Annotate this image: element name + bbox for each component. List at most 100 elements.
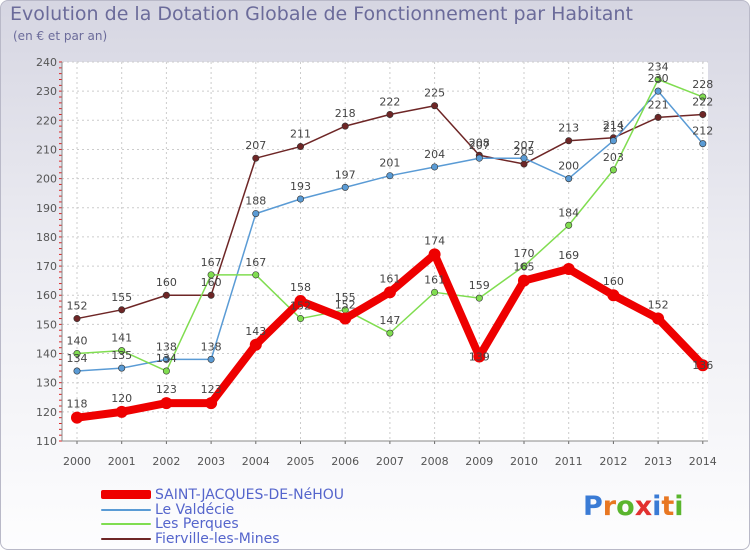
x-tick-label: 2010 xyxy=(510,455,538,468)
x-tick-label: 2011 xyxy=(555,455,583,468)
logo-letter: o xyxy=(616,491,635,522)
data-label: 222 xyxy=(379,95,400,108)
data-label: 221 xyxy=(648,98,669,111)
data-point xyxy=(296,143,304,151)
y-tick-label: 200 xyxy=(36,173,57,186)
y-tick-label: 120 xyxy=(36,406,57,419)
data-label: 152 xyxy=(67,300,88,313)
data-point xyxy=(73,367,81,375)
data-point xyxy=(207,355,215,363)
x-tick-label: 2013 xyxy=(644,455,672,468)
legend-swatch xyxy=(101,508,151,511)
data-point xyxy=(386,329,394,337)
legend-swatch xyxy=(101,522,151,525)
data-point xyxy=(475,154,483,162)
legend-item-les-perques: Les Perques xyxy=(101,515,239,532)
data-label: 207 xyxy=(469,139,490,152)
data-point xyxy=(654,87,662,95)
y-tick-label: 210 xyxy=(36,143,57,156)
legend-item-fierville: Fierville-les-Mines xyxy=(101,531,280,547)
data-label: 212 xyxy=(692,125,713,138)
data-point xyxy=(431,288,439,296)
data-point xyxy=(162,355,170,363)
chart-subtitle: (en € et par an) xyxy=(13,29,108,43)
data-label: 139 xyxy=(469,350,490,363)
data-point xyxy=(205,397,218,410)
data-label: 205 xyxy=(514,145,535,158)
data-label: 120 xyxy=(111,392,132,405)
data-point xyxy=(252,154,260,162)
data-label: 123 xyxy=(156,383,177,396)
x-tick-label: 2005 xyxy=(287,455,315,468)
data-label: 118 xyxy=(67,398,88,411)
data-point xyxy=(252,271,260,279)
data-label: 134 xyxy=(67,352,88,365)
data-point xyxy=(71,411,83,424)
data-point xyxy=(696,359,709,372)
data-label: 167 xyxy=(201,256,222,269)
data-point xyxy=(520,160,528,168)
data-label: 140 xyxy=(67,335,88,348)
data-label: 203 xyxy=(603,151,624,164)
data-label: 184 xyxy=(558,206,579,219)
data-label: 165 xyxy=(514,261,535,274)
data-label: 169 xyxy=(558,249,579,262)
data-point xyxy=(652,312,665,325)
data-point xyxy=(162,291,170,299)
data-point xyxy=(339,312,352,325)
data-label: 225 xyxy=(424,87,445,100)
data-point xyxy=(118,306,126,314)
data-label: 152 xyxy=(648,299,669,312)
y-tick-label: 140 xyxy=(36,348,57,361)
data-point xyxy=(386,172,394,180)
data-label: 213 xyxy=(603,122,624,135)
y-tick-label: 160 xyxy=(36,289,57,302)
data-label: 188 xyxy=(245,195,266,208)
data-label: 160 xyxy=(156,276,177,289)
data-label: 160 xyxy=(201,276,222,289)
data-label: 214 xyxy=(603,119,624,132)
data-point xyxy=(565,137,573,145)
data-label: 174 xyxy=(424,234,445,247)
legend-swatch xyxy=(101,537,151,540)
data-point xyxy=(162,367,170,375)
y-tick-label: 220 xyxy=(36,114,57,127)
x-tick-label: 2006 xyxy=(331,455,359,468)
data-label: 134 xyxy=(156,352,177,365)
y-tick-label: 180 xyxy=(36,231,57,244)
axes: 1101201301401501601701801902002102202302… xyxy=(36,56,717,468)
data-label: 147 xyxy=(379,314,400,327)
data-point xyxy=(428,248,441,261)
data-point xyxy=(118,364,126,372)
data-label: 218 xyxy=(335,107,356,120)
x-tick-label: 2007 xyxy=(376,455,404,468)
data-point xyxy=(118,347,126,355)
legend-label: Les Perques xyxy=(155,515,239,532)
data-label: 152 xyxy=(290,300,311,313)
y-tick-label: 190 xyxy=(36,202,57,215)
data-point xyxy=(386,110,394,118)
data-point xyxy=(431,163,439,171)
data-point xyxy=(296,315,304,323)
data-label: 207 xyxy=(245,139,266,152)
data-point xyxy=(609,137,617,145)
data-label: 158 xyxy=(290,281,311,294)
y-tick-label: 240 xyxy=(36,56,57,69)
data-label: 167 xyxy=(245,256,266,269)
x-tick-label: 2012 xyxy=(599,455,627,468)
data-point xyxy=(341,183,349,191)
x-tick-label: 2001 xyxy=(108,455,136,468)
plot-area xyxy=(62,62,708,441)
data-label: 123 xyxy=(201,383,222,396)
data-point xyxy=(520,154,528,162)
data-label: 207 xyxy=(514,139,535,152)
data-point xyxy=(565,221,573,229)
data-label: 138 xyxy=(156,340,177,353)
data-point xyxy=(654,75,662,83)
data-point xyxy=(431,102,439,110)
series-lines xyxy=(71,75,709,424)
y-tick-label: 230 xyxy=(36,85,57,98)
